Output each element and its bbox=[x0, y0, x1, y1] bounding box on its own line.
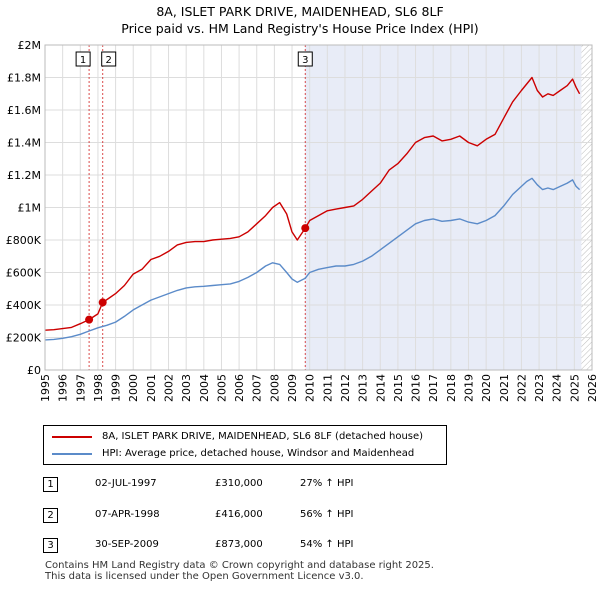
x-tick-label: 2008 bbox=[268, 374, 281, 402]
transaction-hpi: 54% ↑ HPI bbox=[300, 539, 354, 550]
x-tick-label: 2001 bbox=[145, 374, 158, 402]
transaction-row: 1 02-JUL-1997 £310,000 27% ↑ HPI bbox=[0, 477, 600, 499]
transaction-date: 07-APR-1998 bbox=[95, 509, 160, 520]
x-tick-label: 1998 bbox=[92, 374, 105, 402]
y-tick-label: £1.2M bbox=[7, 169, 41, 182]
x-tick-label: 2018 bbox=[445, 374, 458, 402]
sale-marker-label: 1 bbox=[80, 55, 86, 66]
sale-marker-dot bbox=[98, 298, 107, 307]
x-tick-label: 2014 bbox=[374, 374, 387, 402]
transaction-date: 02-JUL-1997 bbox=[95, 478, 157, 489]
x-tick-label: 2013 bbox=[357, 374, 370, 402]
x-tick-label: 2003 bbox=[180, 374, 193, 402]
x-tick-label: 2007 bbox=[251, 374, 264, 402]
x-tick-label: 2023 bbox=[533, 374, 546, 402]
x-tick-label: 2017 bbox=[427, 374, 440, 402]
x-tick-label: 2005 bbox=[215, 374, 228, 402]
transaction-badge: 2 bbox=[43, 508, 58, 523]
chart-subtitle: Price paid vs. HM Land Registry's House … bbox=[121, 21, 479, 36]
sale-marker-badge bbox=[101, 51, 117, 67]
x-tick-label: 2009 bbox=[286, 374, 299, 402]
x-tick-label: 2020 bbox=[480, 374, 493, 402]
x-tick-label: 2002 bbox=[163, 374, 176, 402]
legend: 8A, ISLET PARK DRIVE, MAIDENHEAD, SL6 8L… bbox=[43, 425, 447, 465]
y-tick-label: £600K bbox=[6, 267, 42, 280]
y-tick-label: £1.8M bbox=[7, 72, 41, 85]
y-tick-label: £0 bbox=[27, 364, 41, 377]
footer-licence: This data is licensed under the Open Gov… bbox=[45, 571, 364, 582]
transaction-hpi: 27% ↑ HPI bbox=[300, 478, 354, 489]
x-tick-label: 1999 bbox=[110, 374, 123, 402]
x-tick-label: 2019 bbox=[462, 374, 475, 402]
x-tick-label: 2026 bbox=[586, 374, 599, 402]
transaction-price: £873,000 bbox=[215, 539, 263, 550]
legend-label-property: 8A, ISLET PARK DRIVE, MAIDENHEAD, SL6 8L… bbox=[102, 431, 424, 442]
x-tick-label: 2006 bbox=[233, 374, 246, 402]
x-tick-label: 2022 bbox=[515, 374, 528, 402]
x-tick-label: 2024 bbox=[551, 374, 564, 402]
y-tick-label: £1M bbox=[18, 202, 42, 215]
footer-copyright: Contains HM Land Registry data © Crown c… bbox=[45, 560, 434, 571]
transaction-row: 3 30-SEP-2009 £873,000 54% ↑ HPI bbox=[0, 538, 600, 560]
x-tick-label: 2021 bbox=[498, 374, 511, 402]
transaction-badge: 1 bbox=[43, 477, 58, 492]
y-tick-label: £400K bbox=[6, 299, 42, 312]
transaction-date: 30-SEP-2009 bbox=[95, 539, 159, 550]
x-tick-label: 1996 bbox=[57, 374, 70, 402]
legend-label-hpi: HPI: Average price, detached house, Wind… bbox=[102, 448, 415, 459]
y-tick-label: £2M bbox=[18, 39, 42, 52]
x-tick-label: 2012 bbox=[339, 374, 352, 402]
chart-title: 8A, ISLET PARK DRIVE, MAIDENHEAD, SL6 8L… bbox=[156, 4, 444, 19]
y-tick-label: £1.4M bbox=[7, 137, 41, 150]
x-tick-label: 2000 bbox=[127, 374, 140, 402]
series-line bbox=[44, 177, 581, 341]
x-tick-label: 2016 bbox=[410, 374, 423, 402]
x-tick-label: 2025 bbox=[568, 374, 581, 402]
plot-border bbox=[44, 44, 593, 371]
price-chart: £0 £200K £400K £600K £800K £1M £1.2M £1.4M £1.6M… bbox=[6, 39, 599, 402]
x-tick-label: 2011 bbox=[321, 374, 334, 402]
transaction-hpi: 56% ↑ HPI bbox=[300, 509, 354, 520]
y-tick-label: £800K bbox=[6, 234, 42, 247]
transaction-row: 2 07-APR-1998 £416,000 56% ↑ HPI bbox=[0, 508, 600, 530]
x-tick-label: 2004 bbox=[198, 374, 211, 402]
sale-marker-dot bbox=[301, 224, 310, 233]
x-tick-label: 2010 bbox=[304, 374, 317, 402]
x-tick-label: 2015 bbox=[392, 374, 405, 402]
x-tick-label: 1997 bbox=[74, 374, 87, 402]
transaction-price: £416,000 bbox=[215, 509, 263, 520]
sale-marker-badge bbox=[297, 51, 313, 67]
sale-marker-label: 2 bbox=[106, 55, 112, 66]
legend-swatch-property bbox=[52, 436, 92, 438]
series-line bbox=[44, 76, 581, 331]
y-tick-label: £200K bbox=[6, 332, 42, 345]
transaction-price: £310,000 bbox=[215, 478, 263, 489]
footer: Contains HM Land Registry data © Crown c… bbox=[45, 560, 434, 582]
legend-swatch-hpi bbox=[52, 453, 92, 455]
sale-marker-dot bbox=[85, 315, 94, 324]
transaction-badge: 3 bbox=[43, 538, 58, 553]
sale-marker-badge bbox=[75, 51, 91, 67]
sale-marker-label: 3 bbox=[302, 55, 308, 66]
y-tick-label: £1.6M bbox=[7, 104, 41, 117]
x-tick-label: 1995 bbox=[39, 374, 52, 402]
